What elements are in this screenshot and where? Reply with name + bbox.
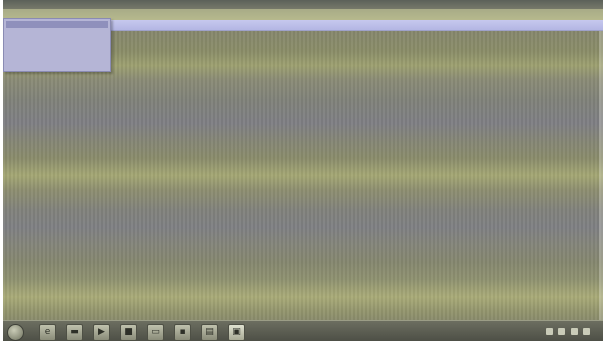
scrollbar[interactable] [599,31,603,320]
active-window-icon[interactable]: ▣ [228,324,245,341]
folder-icon[interactable]: ▬ [66,324,83,341]
dropdown-item[interactable] [6,30,108,40]
window-icon[interactable]: ▭ [147,324,164,341]
browser-icon[interactable]: e [39,324,56,341]
dropdown-menu [3,18,111,72]
document-icon[interactable]: ▤ [201,324,218,341]
network-icon[interactable] [545,328,553,335]
media-player-icon[interactable]: ▶ [93,324,110,341]
dropdown-item[interactable] [6,40,108,50]
dropdown-item[interactable] [6,50,108,60]
start-button[interactable] [7,324,24,341]
battery-icon[interactable] [583,328,591,335]
app-icon[interactable]: ▪ [174,324,191,341]
info-bar [103,20,603,31]
system-tray [545,324,599,339]
notification-icon[interactable] [570,328,578,335]
screen: e ▬ ▶ ■ ▭ ▪ ▤ ▣ [3,0,603,341]
app-icon[interactable]: ■ [120,324,137,341]
dropdown-header [6,21,108,28]
dropdown-item[interactable] [6,60,108,70]
taskbar: e ▬ ▶ ■ ▭ ▪ ▤ ▣ [3,320,603,341]
volume-icon[interactable] [558,328,566,335]
main-content-area[interactable] [3,31,603,320]
title-bar [3,0,603,9]
